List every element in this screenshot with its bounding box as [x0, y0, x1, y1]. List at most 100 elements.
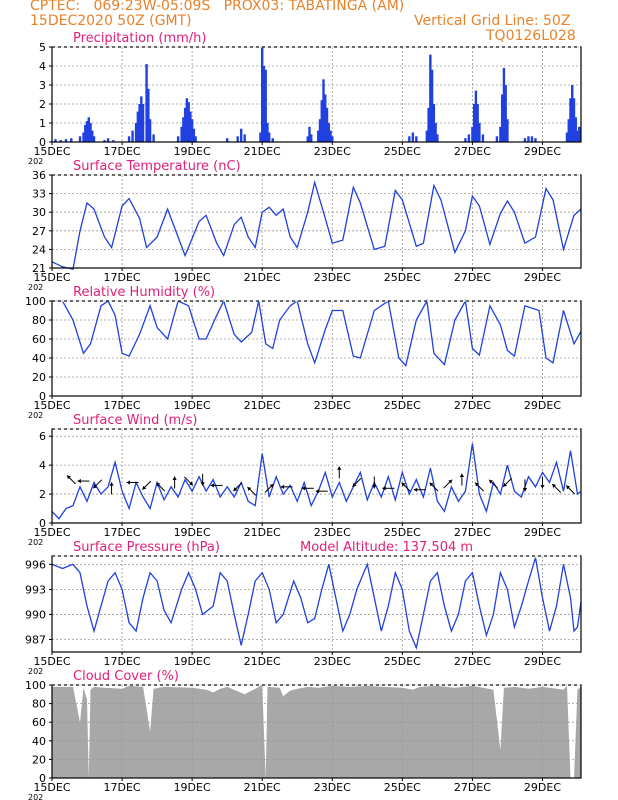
x-tick-label: 25DEC [384, 781, 421, 794]
precip-bar [567, 119, 570, 142]
precip-bar [176, 136, 180, 142]
precip-bar [427, 107, 430, 142]
wind-vector-head [522, 488, 528, 492]
precip-bar [106, 138, 110, 142]
x-tick-label: 15DEC [33, 781, 70, 794]
wind-vector-head [315, 489, 320, 494]
x-tick-label: 23DEC [314, 526, 351, 539]
precip-bar [506, 119, 509, 142]
precip-bar [92, 136, 96, 142]
y-tick-label: 0 [39, 390, 46, 403]
precip-bar [187, 102, 190, 142]
precip-bar [576, 130, 579, 142]
rh-title: Relative Humidity (%) [73, 285, 215, 300]
precip-bar [434, 123, 437, 142]
x-tick-label: 17DEC [104, 145, 141, 158]
precip-bar [325, 107, 329, 142]
precip-bar [504, 85, 507, 142]
wind-vector-head [475, 482, 480, 487]
precip-bar [70, 138, 73, 142]
x-tick-label: 25DEC [384, 655, 421, 668]
wind-series-line [51, 443, 582, 520]
y-tick-label: 990 [25, 608, 46, 621]
temp-title: Surface Temperature (nC) [73, 159, 241, 174]
precip-bar [411, 132, 415, 142]
x-tick-label: 15DEC [33, 655, 70, 668]
wind-vector-head [233, 487, 238, 492]
x-tick-label: 17DEC [104, 526, 141, 539]
y-tick-label: 4 [39, 459, 46, 472]
precip-bar [264, 69, 267, 142]
y-tick-label: 2 [39, 98, 46, 111]
precip-bar [464, 138, 467, 142]
y-tick-label: 996 [25, 558, 46, 571]
x-tick-label: 21DEC [244, 655, 281, 668]
precip-bar [152, 134, 155, 142]
wind-title: Surface Wind (m/s) [73, 413, 197, 428]
wind-vector-head [566, 485, 571, 490]
precip-bar [239, 128, 243, 142]
x-tick-label: 17DEC [104, 399, 141, 412]
x-tick-label: 15DEC [33, 526, 70, 539]
precip-bar [192, 128, 196, 142]
wind-vector-head [489, 479, 494, 484]
precip-bar [183, 107, 187, 142]
precip-bar [91, 130, 94, 142]
panel-rh: 0 20 40 60 80 100 15DEC 17DEC 19DEC 21DEC 23DEC 25D… [25, 285, 582, 420]
precip-bar [471, 126, 474, 142]
precip-bar [136, 111, 140, 142]
precip-title: Precipitation (mm/h) [73, 31, 206, 46]
wind-vector-head [210, 483, 215, 488]
precip-bar [59, 140, 62, 142]
x-tick-label: 29DEC [524, 781, 561, 794]
y-tick-label: 5 [39, 41, 46, 54]
x-tick-label: 19DEC [174, 145, 211, 158]
precip-bar [82, 132, 85, 142]
precip-bar [317, 130, 320, 142]
wind-vector-head [459, 473, 465, 477]
precip-bar [112, 140, 115, 142]
precip-bar [310, 134, 313, 142]
y-tick-label: 993 [25, 583, 46, 596]
precip-bar [324, 94, 327, 142]
y-tick-label: 3 [39, 79, 46, 92]
precip-bar [499, 126, 502, 142]
x-tick-label: 27DEC [454, 781, 491, 794]
y-tick-label: 33 [32, 188, 46, 201]
precip-bar [89, 123, 92, 142]
cloud-title: Cloud Cover (%) [73, 669, 179, 684]
precip-bar [85, 121, 89, 142]
x-tick-label: 23DEC [314, 399, 351, 412]
precip-bar [571, 85, 574, 142]
x-tick-label: 29DEC [524, 399, 561, 412]
precip-bar [478, 123, 481, 142]
precip-bar [103, 140, 106, 142]
wind-vector-head [156, 482, 161, 487]
precip-bar [148, 119, 152, 142]
precip-bar [502, 67, 506, 142]
precip-bar [145, 64, 148, 142]
x-tick-label: 21DEC [244, 526, 281, 539]
panel-frame [51, 300, 582, 397]
precip-bar [534, 138, 537, 142]
precip-bar [243, 134, 246, 142]
cloud-cover-area [52, 685, 581, 778]
precip-bar [236, 136, 239, 142]
wind-vector-head [540, 485, 545, 489]
header-grid-line: Vertical Grid Line: 50Z [414, 13, 571, 29]
x-tick-label: 15DEC [33, 399, 70, 412]
pressure-title: Surface Pressure (hPa) [73, 540, 220, 555]
precip-bar [472, 104, 476, 142]
precip-bar [189, 111, 192, 142]
x-tick-label: 25DEC [384, 145, 421, 158]
x-tick-label: 27DEC [454, 145, 491, 158]
y-tick-label: 0 [39, 136, 46, 149]
x-year-stub: 202 [28, 538, 43, 547]
x-year-stub: 202 [28, 283, 43, 292]
precip-bar [578, 126, 581, 142]
wind-vector-head [401, 482, 406, 487]
y-tick-label: 36 [32, 169, 46, 182]
precip-bar [262, 66, 266, 142]
precip-bar [436, 134, 439, 142]
y-tick-label: 40 [32, 735, 46, 748]
